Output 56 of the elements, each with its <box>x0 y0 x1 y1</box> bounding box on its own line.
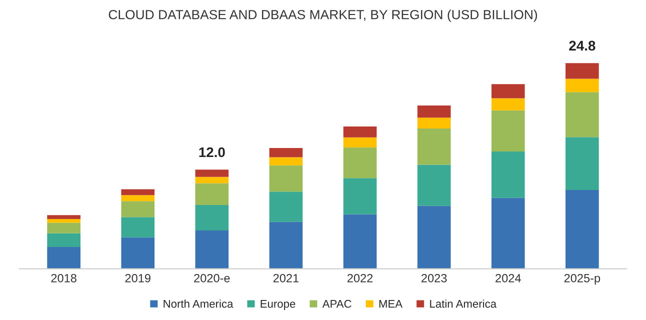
bar <box>343 147 377 178</box>
x-tick-label: 2024 <box>496 274 521 282</box>
bar <box>417 128 451 165</box>
bar <box>417 206 451 269</box>
x-tick-label: 2021 <box>273 274 299 282</box>
bar <box>269 165 303 192</box>
bar <box>566 63 599 79</box>
bar <box>566 137 599 190</box>
bar <box>121 189 155 196</box>
bar <box>343 214 377 269</box>
bar <box>269 222 303 269</box>
bar <box>47 215 80 220</box>
bar <box>47 219 80 223</box>
bar <box>417 164 451 206</box>
bar <box>417 118 451 129</box>
bar <box>269 157 303 166</box>
bar <box>269 192 303 222</box>
chart-title: CLOUD DATABASE AND DBAAS MARKET, BY REGION (USD BILLION) <box>108 10 538 22</box>
bar <box>491 198 525 269</box>
bar <box>566 78 599 92</box>
legend-label: MEA <box>379 300 403 308</box>
bar <box>195 183 229 206</box>
bar <box>269 148 303 158</box>
bar <box>417 105 451 118</box>
bar <box>47 233 80 247</box>
x-tick-label: 2025-p <box>564 274 600 285</box>
legend-label: North America <box>164 300 234 308</box>
bar <box>491 110 525 152</box>
x-tick-label: 2023 <box>422 274 447 282</box>
bar <box>195 176 229 184</box>
x-tick-label: 2019 <box>125 274 150 282</box>
bar <box>47 222 80 234</box>
bar <box>121 201 155 218</box>
bar <box>195 170 229 177</box>
bar <box>491 152 525 198</box>
annotation: 12.0 <box>199 147 225 158</box>
x-tick-label: 2020-e <box>194 274 230 282</box>
bar <box>121 237 155 269</box>
bar <box>343 126 377 138</box>
annotation: 24.8 <box>569 40 596 51</box>
x-tick-label: 2018 <box>51 274 76 282</box>
bar <box>121 217 155 238</box>
bar <box>491 84 525 98</box>
bar <box>343 137 377 148</box>
bar <box>566 190 599 269</box>
x-tick-label: 2022 <box>347 274 373 282</box>
bar <box>47 246 80 269</box>
bar <box>195 230 229 269</box>
legend-label: APAC <box>322 300 352 308</box>
bar <box>343 178 377 214</box>
bar <box>195 205 229 231</box>
bar <box>121 195 155 202</box>
bar <box>566 92 599 138</box>
bar <box>491 98 525 110</box>
legend-label: Latin America <box>430 300 497 308</box>
legend-label: Europe <box>260 300 296 310</box>
